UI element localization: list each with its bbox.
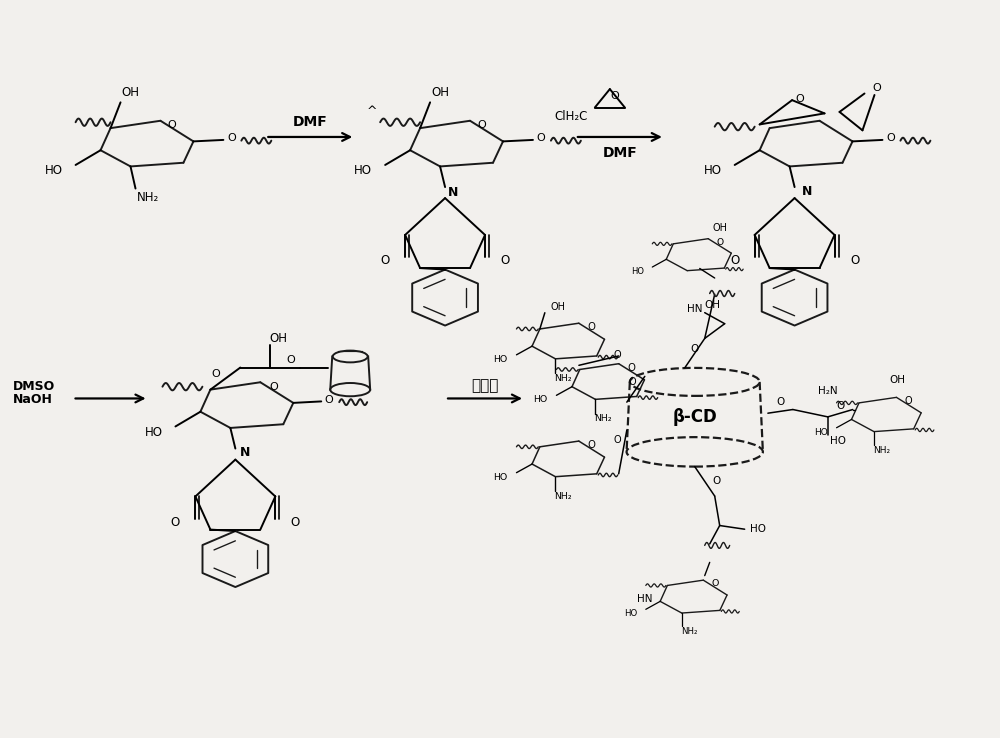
Text: NH₂: NH₂ [594,414,612,424]
Text: O: O [291,516,300,528]
Text: DMF: DMF [602,146,637,160]
Text: HN: HN [687,304,702,314]
Text: HO: HO [493,355,507,364]
Text: NH₂: NH₂ [554,492,572,500]
Text: HO: HO [354,165,372,177]
Text: O: O [850,254,859,267]
Text: OH: OH [712,223,727,233]
Text: ^: ^ [367,106,377,118]
Text: HO: HO [814,427,828,437]
Text: O: O [776,397,784,407]
Text: HO: HO [750,524,766,534]
Text: HN: HN [637,594,653,604]
Text: O: O [614,435,621,445]
Text: O: O [614,350,622,360]
Text: HO: HO [830,436,846,446]
Text: NaOH: NaOH [13,393,53,407]
Text: OH: OH [705,300,721,309]
Text: O: O [628,363,636,373]
Text: O: O [713,476,721,486]
Text: O: O [796,94,804,103]
Text: O: O [286,355,295,365]
Text: 水合肼: 水合肼 [471,378,499,393]
Text: O: O [325,395,334,405]
Text: O: O [716,238,723,246]
Text: O: O [381,254,390,267]
Text: OH: OH [122,86,140,100]
Text: O: O [886,134,895,143]
Text: HO: HO [631,266,644,276]
Text: β-CD: β-CD [672,408,717,426]
Text: NH₂: NH₂ [681,627,697,635]
Text: ClH₂C: ClH₂C [555,110,588,123]
Text: H₂N: H₂N [818,386,838,396]
Text: O: O [691,345,699,354]
Text: O: O [588,440,596,450]
Text: OH: OH [269,331,287,345]
Text: OH: OH [431,86,449,100]
Text: O: O [537,134,545,143]
Text: HO: HO [704,165,722,177]
Text: HO: HO [144,426,162,439]
Text: O: O [730,254,739,267]
Text: O: O [171,516,180,528]
Text: NH₂: NH₂ [554,374,572,383]
Text: N: N [801,185,812,198]
Text: O: O [836,401,844,411]
Text: N: N [448,187,458,199]
Text: O: O [477,120,486,130]
Text: HO: HO [45,165,63,177]
Text: HO: HO [533,396,547,404]
Text: OH: OH [550,302,565,312]
Text: O: O [227,134,236,143]
Text: NH₂: NH₂ [873,446,890,455]
Text: HO: HO [493,473,507,482]
Text: O: O [610,91,619,100]
Text: O: O [500,254,510,267]
Text: O: O [711,579,719,588]
Text: DMSO: DMSO [13,380,55,393]
Text: O: O [905,396,913,406]
Text: O: O [872,83,881,92]
Text: O: O [629,377,636,387]
Text: OH: OH [890,375,906,385]
Text: DMF: DMF [293,115,328,129]
Text: O: O [211,369,220,379]
Text: O: O [269,382,278,392]
Text: N: N [240,446,251,460]
Text: O: O [168,120,176,130]
Text: NH₂: NH₂ [137,191,160,204]
Text: HO: HO [624,609,637,618]
Text: O: O [588,323,596,332]
